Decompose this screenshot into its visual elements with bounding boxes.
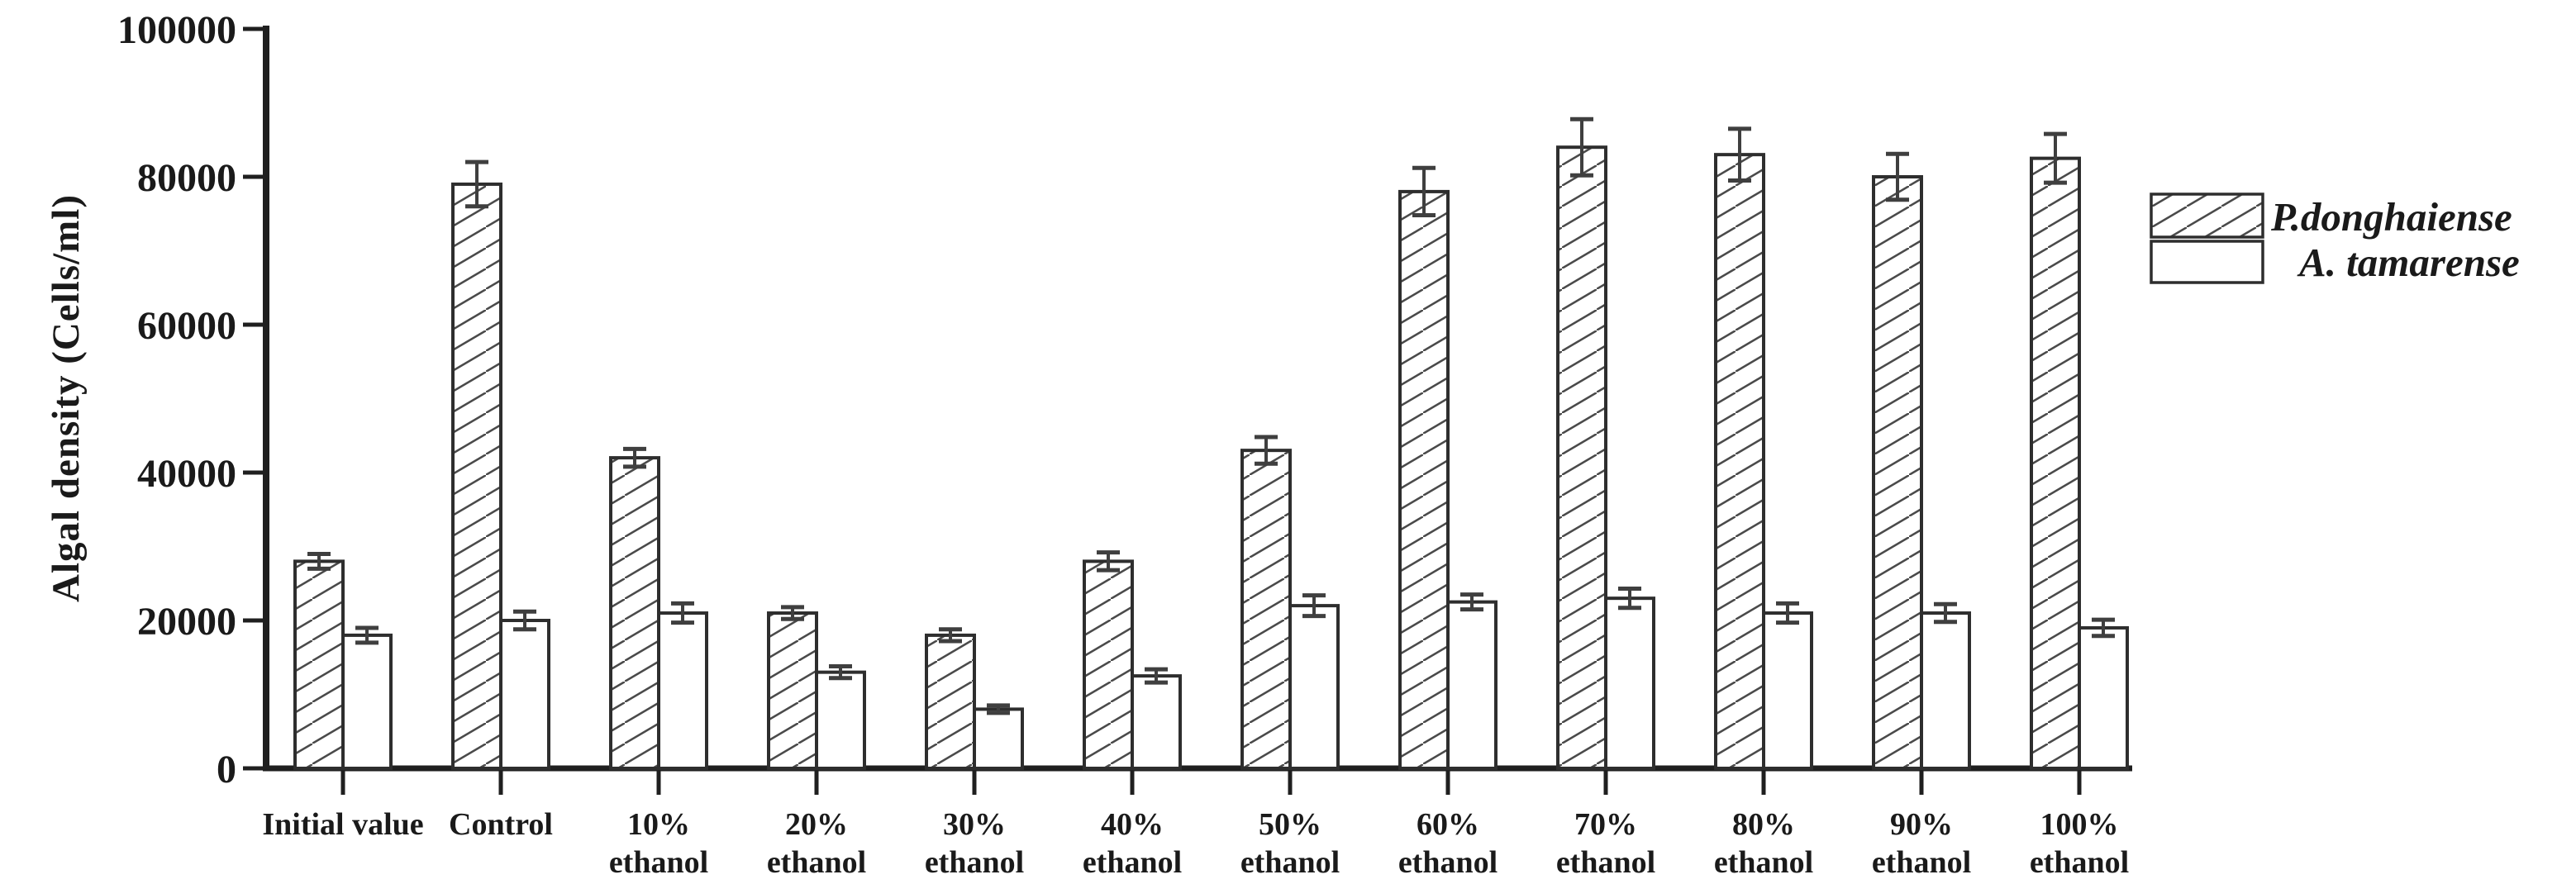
x-category-label: 90% (1890, 807, 1953, 842)
bar-p-donghaiense (451, 182, 502, 770)
bar-a-tamarense (1446, 600, 1498, 770)
bar-a-tamarense (2078, 625, 2129, 771)
bar-a-tamarense (1762, 611, 1813, 770)
bar-a-tamarense (657, 611, 708, 770)
x-category-label: ethanol (1872, 845, 1971, 880)
bar-a-tamarense (1288, 604, 1340, 770)
y-axis-title: Algal density (Cells/ml) (45, 194, 88, 602)
y-tick-label: 20000 (137, 600, 236, 644)
bar-a-tamarense (1920, 611, 1971, 770)
legend-label-p-donghaiense: P.donghaiense (2271, 194, 2512, 240)
x-category-label: 10% (627, 807, 690, 842)
bar-p-donghaiense (1714, 153, 1765, 770)
x-category-label: 80% (1732, 807, 1795, 842)
x-category-label: ethanol (609, 845, 708, 880)
y-tick-label: 0 (217, 748, 236, 791)
legend-swatch-open (2150, 240, 2264, 284)
x-category-label: ethanol (2030, 845, 2129, 880)
bar-a-tamarense (1131, 674, 1182, 770)
x-category-label: ethanol (1083, 845, 1182, 880)
x-category-label: 30% (943, 807, 1006, 842)
bar-p-donghaiense (609, 456, 660, 770)
x-category-label: Control (449, 807, 553, 842)
bar-p-donghaiense (1083, 559, 1134, 771)
x-category-label: ethanol (1556, 845, 1655, 880)
y-tick-label: 100000 (117, 8, 236, 52)
bar-p-donghaiense (1240, 449, 1292, 771)
x-category-label: 20% (785, 807, 848, 842)
bar-p-donghaiense (1872, 175, 1923, 770)
x-category-label: ethanol (1240, 845, 1340, 880)
x-category-label: 100% (2040, 807, 2119, 842)
x-category-label: Initial value (262, 807, 423, 842)
x-category-label: 70% (1574, 807, 1637, 842)
bar-p-donghaiense (293, 559, 345, 771)
bar-a-tamarense (973, 707, 1024, 771)
legend-label-a-tamarense: A. tamarense (2299, 240, 2520, 285)
bar-p-donghaiense (925, 633, 976, 771)
bar-p-donghaiense (2030, 156, 2081, 770)
bar-p-donghaiense (1556, 145, 1607, 770)
bar-p-donghaiense (1398, 189, 1450, 770)
x-category-label: ethanol (1714, 845, 1813, 880)
bar-a-tamarense (1604, 596, 1655, 771)
x-category-label: ethanol (767, 845, 866, 880)
x-category-label: 50% (1259, 807, 1321, 842)
bar-a-tamarense (815, 670, 866, 771)
x-category-label: 60% (1417, 807, 1479, 842)
x-category-label: ethanol (925, 845, 1024, 880)
bar-a-tamarense (341, 633, 393, 771)
x-category-label: 40% (1101, 807, 1164, 842)
y-tick-label: 60000 (137, 304, 236, 348)
x-category-label: ethanol (1398, 845, 1498, 880)
legend-swatch-hatched (2150, 192, 2264, 239)
bar-p-donghaiense (767, 611, 818, 770)
bar-a-tamarense (499, 619, 550, 770)
y-tick-label: 80000 (137, 156, 236, 200)
y-tick-label: 40000 (137, 452, 236, 496)
